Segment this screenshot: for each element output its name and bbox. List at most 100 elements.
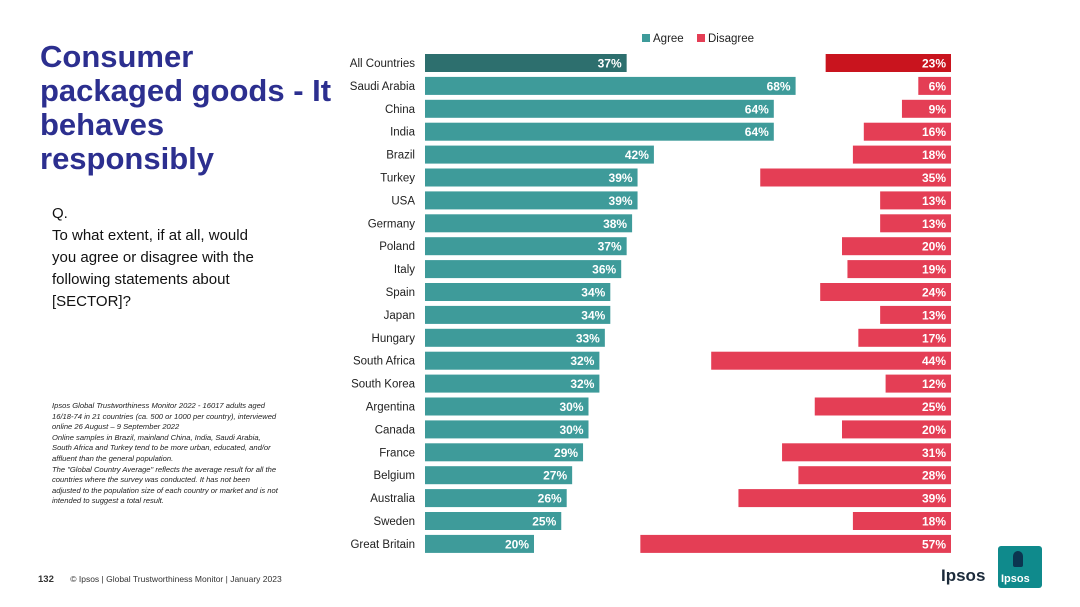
agree-value-label: 34% bbox=[581, 308, 605, 322]
agree-value-label: 30% bbox=[559, 423, 583, 437]
agree-bar bbox=[425, 305, 611, 324]
notes-line: Ipsos Global Trustworthiness Monitor 202… bbox=[52, 401, 266, 410]
disagree-value-label: 18% bbox=[922, 515, 946, 529]
category-label: USA bbox=[391, 195, 415, 207]
disagree-bar bbox=[880, 191, 951, 210]
methodology-notes: Ipsos Global Trustworthiness Monitor 202… bbox=[52, 401, 327, 507]
disagree-value-label: 16% bbox=[922, 125, 946, 139]
category-label: Spain bbox=[386, 287, 415, 299]
agree-value-label: 64% bbox=[745, 102, 769, 116]
category-label: South Korea bbox=[351, 379, 416, 391]
survey-question: Q. To what extent, if at all, would you … bbox=[52, 203, 287, 313]
question-line: Q. bbox=[52, 205, 68, 222]
category-label: Saudi Arabia bbox=[350, 81, 416, 93]
disagree-bar bbox=[852, 145, 951, 164]
agree-value-label: 39% bbox=[609, 171, 633, 185]
disagree-value-label: 35% bbox=[922, 171, 946, 185]
agree-bar bbox=[425, 512, 562, 530]
agree-value-label: 25% bbox=[532, 515, 556, 529]
agree-bar bbox=[425, 122, 774, 141]
legend-agree-label: Agree bbox=[653, 33, 684, 45]
agree-value-label: 20% bbox=[505, 537, 529, 551]
agree-bar bbox=[425, 397, 589, 416]
legend-disagree-swatch bbox=[697, 34, 705, 42]
disagree-value-label: 44% bbox=[922, 354, 946, 368]
disagree-bar bbox=[885, 374, 951, 393]
disagree-bar bbox=[842, 237, 951, 256]
category-label: India bbox=[390, 127, 416, 139]
agree-value-label: 64% bbox=[745, 125, 769, 139]
question-line: [SECTOR]? bbox=[52, 293, 131, 310]
disagree-value-label: 6% bbox=[929, 79, 947, 93]
agree-bar bbox=[425, 54, 627, 72]
logo-box-text: Ipsos bbox=[1001, 573, 1030, 585]
disagree-value-label: 19% bbox=[922, 263, 946, 277]
agree-value-label: 26% bbox=[538, 492, 562, 506]
agree-bar bbox=[425, 489, 567, 508]
category-label: Australia bbox=[370, 493, 415, 505]
agree-value-label: 32% bbox=[570, 354, 594, 368]
category-label: South Africa bbox=[353, 356, 416, 368]
legend-disagree-label: Disagree bbox=[708, 33, 754, 45]
agree-bar bbox=[425, 328, 605, 347]
agree-value-label: 39% bbox=[609, 194, 633, 208]
disagree-value-label: 18% bbox=[922, 148, 946, 162]
disagree-bar bbox=[760, 168, 951, 187]
category-label: Poland bbox=[379, 241, 415, 253]
question-line: you agree or disagree with the bbox=[52, 249, 254, 266]
ipsos-logo-icon: Ipsos bbox=[998, 546, 1042, 588]
disagree-value-label: 9% bbox=[929, 102, 947, 116]
agree-bar bbox=[425, 443, 584, 462]
category-label: China bbox=[385, 104, 416, 116]
category-label: Germany bbox=[368, 218, 416, 230]
disagree-bar bbox=[782, 443, 951, 462]
disagree-value-label: 12% bbox=[922, 377, 946, 391]
disagree-value-label: 28% bbox=[922, 469, 946, 483]
notes-line: countries where the survey was conducted… bbox=[52, 475, 250, 485]
disagree-value-label: 13% bbox=[922, 308, 946, 322]
agree-bar bbox=[425, 351, 600, 370]
agree-bar bbox=[425, 420, 589, 439]
agree-value-label: 27% bbox=[543, 469, 567, 483]
chart-legend: Agree Disagree bbox=[642, 33, 754, 45]
notes-line: The "Global Country Average" reflects th… bbox=[52, 464, 277, 474]
category-label: Italy bbox=[394, 264, 415, 276]
agree-bar bbox=[425, 145, 654, 164]
notes-line: affluent than the general population. bbox=[52, 453, 174, 463]
category-label: France bbox=[379, 447, 415, 459]
ipsos-logo-text: Ipsos bbox=[941, 566, 986, 585]
disagree-value-label: 25% bbox=[922, 400, 946, 414]
disagree-value-label: 39% bbox=[922, 492, 946, 506]
agree-value-label: 68% bbox=[767, 79, 791, 93]
disagree-value-label: 23% bbox=[922, 57, 946, 71]
disagree-bar bbox=[901, 99, 951, 118]
category-label: Belgium bbox=[373, 470, 415, 482]
category-label: Argentina bbox=[366, 402, 416, 414]
category-label: All Countries bbox=[350, 58, 415, 70]
disagree-bar bbox=[711, 351, 951, 370]
disagree-value-label: 20% bbox=[922, 240, 946, 254]
agree-value-label: 42% bbox=[625, 148, 649, 162]
disagree-bar bbox=[820, 283, 951, 301]
agree-value-label: 29% bbox=[554, 446, 578, 460]
disagree-value-label: 20% bbox=[922, 423, 946, 437]
agree-bar bbox=[425, 76, 796, 95]
disagree-bar bbox=[863, 122, 951, 141]
category-label: Hungary bbox=[372, 333, 416, 345]
disagree-value-label: 57% bbox=[922, 537, 946, 551]
agree-bar bbox=[425, 214, 633, 233]
disagree-value-label: 13% bbox=[922, 217, 946, 231]
agree-bar bbox=[425, 283, 611, 301]
page-title: Consumer packaged goods - It behaves res… bbox=[40, 39, 332, 176]
agree-bar bbox=[425, 237, 627, 256]
category-label: Canada bbox=[375, 424, 416, 436]
disagree-bar bbox=[918, 76, 951, 95]
agree-bar bbox=[425, 534, 534, 553]
notes-line: South Africa and Turkey tend to be more … bbox=[52, 443, 271, 453]
agree-bar bbox=[425, 260, 622, 279]
disagree-bar bbox=[847, 260, 951, 279]
disagree-bar bbox=[842, 420, 951, 439]
disagree-value-label: 24% bbox=[922, 286, 946, 300]
agree-bar bbox=[425, 191, 638, 210]
